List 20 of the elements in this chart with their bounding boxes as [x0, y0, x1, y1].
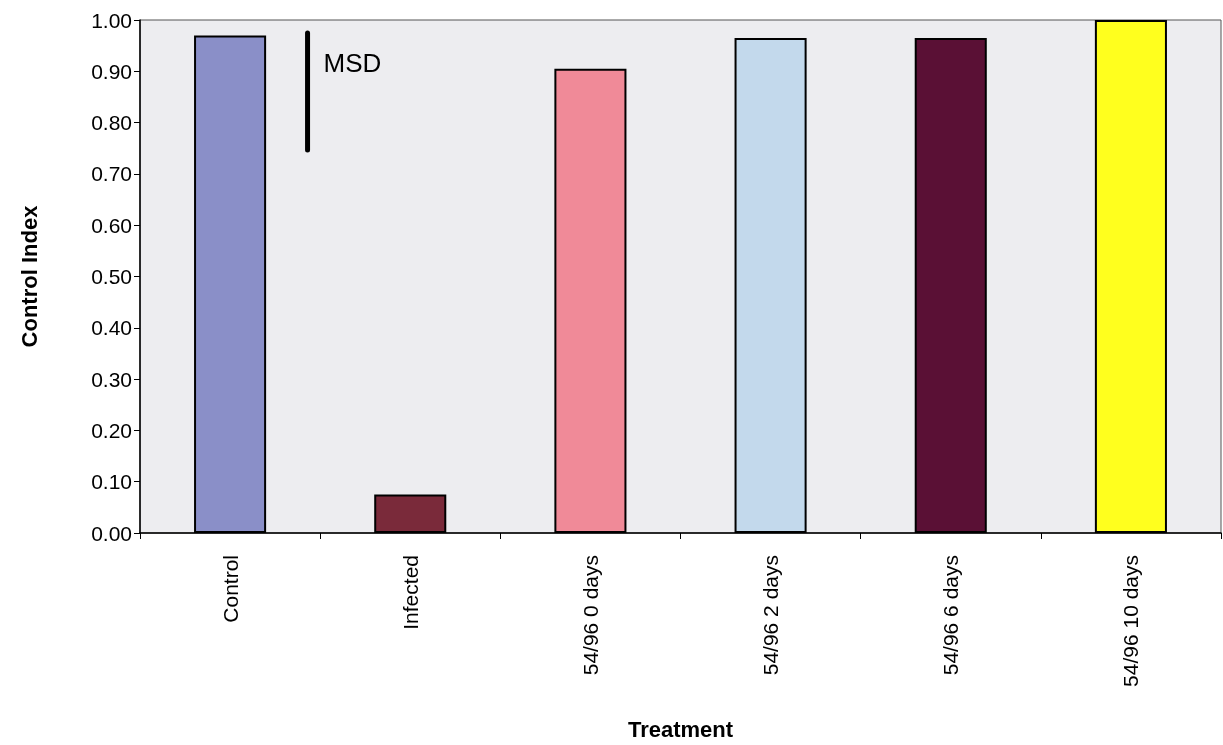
y-tick-label: 0.40 [91, 316, 132, 340]
x-tick-label: 54/96 2 days [759, 555, 783, 676]
x-tick-label: 54/96 6 days [939, 555, 963, 676]
y-tick-label: 0.60 [91, 213, 132, 237]
y-tick-label: 0.00 [91, 521, 132, 545]
y-tick-label: 0.80 [91, 111, 132, 135]
y-tick-label: 0.50 [91, 265, 132, 288]
annotation: MSD [323, 48, 382, 78]
x-tick-label: Control [218, 555, 242, 623]
x-tick-label: Infected [398, 555, 422, 630]
y-tick-label: 0.90 [91, 59, 132, 83]
y-axis-title: Control Index [16, 204, 42, 348]
y-tick-label: 1.00 [91, 8, 132, 32]
x-tick-label: 54/96 0 days [578, 555, 602, 676]
y-tick-label: 0.30 [91, 367, 132, 391]
x-tick-label: 54/96 10 days [1119, 555, 1143, 687]
y-tick-label: 0.10 [91, 470, 132, 494]
y-tick-label: 0.70 [91, 162, 132, 186]
x-axis-title: Treatment [627, 716, 734, 742]
y-tick-label: 0.20 [91, 418, 132, 442]
